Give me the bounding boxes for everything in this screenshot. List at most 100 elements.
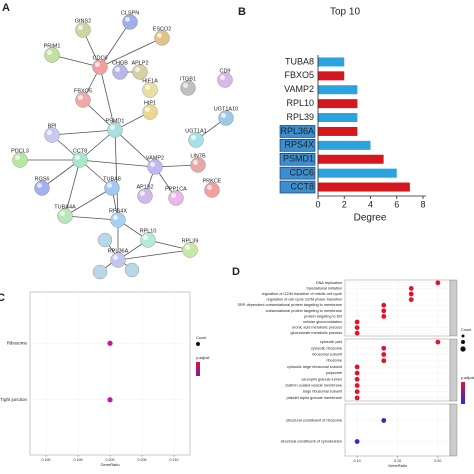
panel-letter: C — [0, 292, 5, 304]
node-label: PRKCE — [203, 178, 222, 184]
dot — [435, 280, 441, 286]
node-label: LIN7B — [190, 153, 206, 159]
panel-letter: B — [238, 6, 246, 18]
network-node — [92, 59, 108, 75]
y-tick-label: TUBA8 — [285, 56, 314, 66]
dot — [408, 291, 414, 297]
y-tick-label: cellular glucuronidation — [303, 320, 342, 324]
network-node — [142, 82, 158, 98]
node-label: HIP1 — [144, 100, 156, 106]
network-node — [104, 180, 120, 196]
label-box — [279, 180, 316, 194]
y-tick-label: platelet alpha granule membrane — [286, 396, 342, 400]
node-label: PSMD1 — [106, 118, 125, 124]
node-label: CHGB — [112, 60, 128, 66]
dot — [381, 352, 387, 357]
dot — [354, 376, 360, 382]
node-highlight — [150, 162, 155, 167]
y-tick-label: cytosolic ribosome — [311, 346, 342, 350]
x-tick-label: 0.190 — [42, 458, 51, 462]
node-label: TUBA8 — [103, 176, 121, 182]
x-tick-label: 8 — [420, 199, 425, 209]
x-tick-label: 0.205 — [138, 458, 147, 462]
node-highlight — [110, 125, 115, 130]
network-node — [217, 72, 233, 88]
y-tick-label: RPS4X — [284, 140, 314, 150]
dot — [381, 314, 387, 319]
y-tick-label: glucuronate metabolic process — [291, 331, 343, 335]
network-edge — [114, 129, 156, 168]
node-highlight — [185, 245, 190, 250]
dot — [354, 389, 360, 395]
bar — [318, 126, 358, 136]
node-highlight — [193, 160, 198, 165]
node-label: CD9 — [219, 68, 230, 74]
x-tick-label: 0.15 — [394, 459, 401, 463]
node-highlight — [171, 193, 176, 198]
network-edge — [99, 21, 131, 68]
dot — [354, 439, 360, 444]
y-tick-label: RPL39 — [286, 112, 314, 122]
dot — [381, 418, 387, 423]
node-label: BPI — [48, 123, 57, 129]
y-tick-label: structural constituent of ribosome — [286, 419, 342, 423]
dot — [354, 330, 360, 336]
x-axis-label: GeneRatio — [100, 462, 120, 467]
panel-letter: A — [2, 2, 10, 14]
node-highlight — [145, 107, 150, 112]
bar — [318, 85, 358, 95]
node-label: TUBA4A — [54, 204, 76, 210]
dot — [354, 395, 360, 401]
node-highlight — [78, 95, 83, 100]
x-axis-label: GeneRatio — [388, 463, 408, 468]
legend-title: Count — [196, 336, 207, 340]
node-label: VAMP2 — [146, 155, 164, 161]
x-tick-label: 0.200 — [106, 458, 115, 462]
dot — [107, 340, 113, 346]
network: CLSPN GINS2 ESCO2 PRIM1 CDC6 CHGB APLP2 HIF1A IT… — [11, 10, 238, 280]
node-highlight — [135, 67, 140, 72]
y-tick-label: uronic acid metabolic process — [292, 326, 342, 330]
y-tick-label: azurophil granule lumen — [301, 377, 342, 381]
node-highlight — [220, 75, 225, 80]
network-edge — [64, 159, 81, 217]
node-highlight — [191, 135, 196, 140]
panel-letter: D — [232, 266, 240, 278]
dot — [354, 383, 360, 388]
y-tick-label: regulation of cell cycle G2/M phase tran… — [266, 298, 342, 302]
node-label: RPL10 — [140, 228, 157, 234]
x-tick-label: 0.10 — [354, 459, 361, 463]
node-label: UGT1A1 — [185, 128, 206, 134]
legend-title: Count — [461, 328, 472, 332]
node-highlight — [95, 62, 100, 67]
bar — [318, 182, 410, 192]
network-node — [132, 64, 148, 80]
y-tick-label: Ribosome — [7, 340, 28, 345]
network-node — [147, 159, 163, 175]
y-tick-label: Tight junction — [0, 397, 27, 402]
dot — [408, 286, 414, 291]
node-label: CDC6 — [93, 55, 108, 61]
network-node — [72, 152, 88, 168]
dot — [408, 297, 414, 302]
node-label: ITGB1 — [180, 76, 196, 82]
dot — [354, 364, 360, 370]
node-highlight — [78, 25, 83, 30]
dot — [354, 319, 360, 325]
network-node — [140, 232, 156, 248]
facet-strip — [449, 403, 458, 457]
y-tick-label: cytosolic part — [320, 340, 343, 344]
network-node — [75, 22, 91, 38]
bar — [318, 71, 345, 81]
node-highlight — [207, 185, 212, 190]
node-label: FBXO5 — [74, 88, 92, 94]
legend-title: p.adjust — [461, 376, 474, 380]
network-node — [124, 262, 140, 278]
network-edge — [117, 249, 191, 261]
legend-dot — [461, 334, 465, 338]
y-tick-label: DNA replication — [316, 281, 342, 285]
network-edge — [64, 215, 119, 221]
y-tick-label: RPL10 — [286, 98, 314, 108]
y-tick-label: clathrin-coated vesicle membrane — [285, 384, 342, 388]
bar — [318, 113, 358, 123]
